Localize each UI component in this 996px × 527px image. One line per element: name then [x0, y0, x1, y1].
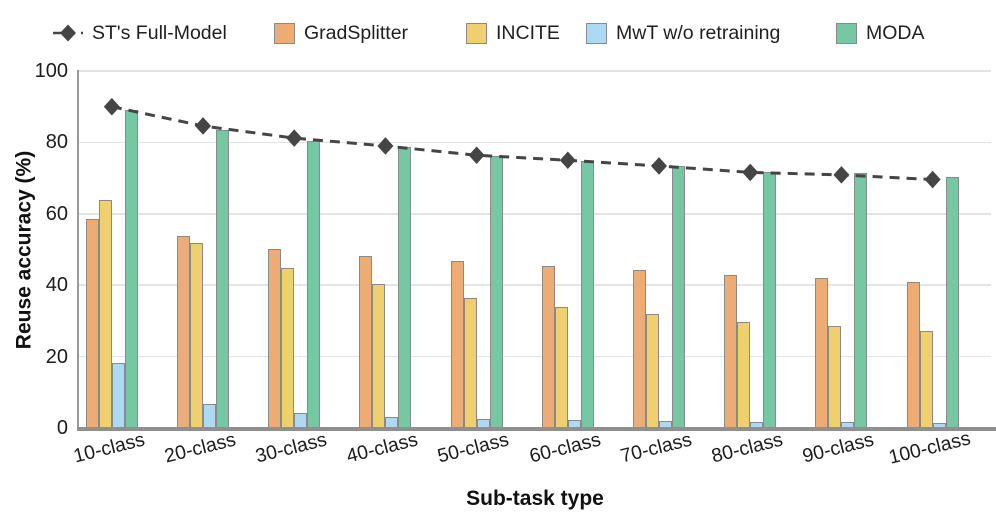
- bar-mwt-w-o-retraining-30-class: [294, 412, 308, 428]
- legend-label: MwT w/o retraining: [616, 21, 781, 44]
- diamond-marker-icon-100-class: [924, 170, 941, 189]
- plot-area: [79, 70, 991, 429]
- diamond-marker-icon-50-class: [468, 146, 485, 165]
- bar-moda-70-class: [672, 166, 686, 428]
- bar-incite-80-class: [737, 321, 751, 428]
- diamond-marker-icon-80-class: [742, 163, 759, 182]
- bar-incite-30-class: [281, 268, 295, 428]
- bar-moda-60-class: [580, 160, 594, 428]
- legend-label: MODA: [866, 21, 925, 44]
- legend-swatch-icon-moda: [836, 22, 857, 44]
- diamond-marker-icon-60-class: [559, 151, 576, 170]
- bar-moda-20-class: [216, 130, 230, 428]
- gridline-40: [79, 284, 991, 286]
- bar-incite-60-class: [554, 306, 568, 428]
- bar-mwt-w-o-retraining-40-class: [385, 416, 399, 428]
- legend-swatch-icon-mwt-w-o-retraining: [586, 22, 607, 44]
- diamond-marker-icon-70-class: [651, 157, 668, 175]
- x-tick-label-text: 100-class: [886, 427, 973, 469]
- diamond-marker-icon-40-class: [377, 137, 394, 155]
- bar-mwt-w-o-retraining-60-class: [567, 420, 581, 428]
- y-tick-label-40: 40: [45, 274, 68, 297]
- y-tick-label-20: 20: [45, 345, 68, 368]
- bar-moda-40-class: [398, 147, 412, 428]
- bar-gradsplitter-30-class: [268, 248, 282, 428]
- bar-moda-50-class: [489, 156, 503, 428]
- y-axis-spine: [76, 70, 79, 430]
- bar-incite-90-class: [828, 326, 842, 428]
- legend-item-moda: MODA: [836, 20, 925, 46]
- bar-incite-100-class: [919, 330, 933, 428]
- y-tick-label-80: 80: [45, 131, 68, 154]
- y-tick-label-60: 60: [45, 202, 68, 225]
- x-tick-label-100-class: 100-class: [855, 427, 996, 469]
- legend-swatch-icon-gradsplitter: [274, 22, 295, 44]
- x-axis-title: Sub-task type: [466, 487, 604, 510]
- diamond-marker-icon-30-class: [286, 129, 303, 147]
- y-tick-label-100: 100: [34, 60, 68, 82]
- bar-mwt-w-o-retraining-10-class: [111, 362, 125, 428]
- diamond-marker-icon-10-class: [103, 97, 120, 116]
- bar-mwt-w-o-retraining-100-class: [932, 422, 946, 428]
- diamond-line-marker-icon: [53, 24, 83, 42]
- bar-mwt-w-o-retraining-20-class: [203, 403, 217, 428]
- bar-moda-10-class: [124, 109, 138, 428]
- y-axis-title: Reuse accuracy (%): [12, 150, 36, 350]
- legend-swatch-icon-incite: [466, 22, 487, 44]
- bar-gradsplitter-10-class: [85, 219, 99, 428]
- diamond-marker-icon-90-class: [833, 166, 850, 184]
- bar-gradsplitter-70-class: [633, 269, 647, 428]
- bar-gradsplitter-40-class: [359, 255, 373, 428]
- bar-gradsplitter-80-class: [724, 274, 738, 428]
- bar-mwt-w-o-retraining-80-class: [750, 421, 764, 428]
- legend-item-mwt-w-o-retraining: MwT w/o retraining: [586, 20, 780, 46]
- legend-label: GradSplitter: [304, 21, 409, 44]
- bar-mwt-w-o-retraining-90-class: [841, 422, 855, 428]
- legend-label: INCITE: [496, 21, 560, 44]
- bar-incite-40-class: [372, 284, 386, 428]
- bar-gradsplitter-100-class: [906, 282, 920, 428]
- diamond-marker-icon-20-class: [195, 117, 212, 135]
- bar-mwt-w-o-retraining-70-class: [659, 420, 673, 428]
- bar-gradsplitter-60-class: [541, 265, 555, 428]
- gridline-60: [79, 213, 991, 215]
- bar-gradsplitter-50-class: [450, 260, 464, 428]
- legend-item-gradsplitter: GradSplitter: [274, 20, 408, 46]
- bar-incite-50-class: [463, 297, 477, 428]
- gridline-100: [79, 70, 991, 72]
- bar-incite-70-class: [646, 314, 660, 428]
- bar-moda-30-class: [307, 141, 321, 428]
- gridline-20: [79, 355, 991, 358]
- bar-incite-10-class: [98, 199, 112, 428]
- bar-gradsplitter-90-class: [815, 278, 829, 428]
- bar-incite-20-class: [190, 243, 204, 428]
- legend-label: ST's Full-Model: [92, 21, 227, 44]
- bar-gradsplitter-20-class: [177, 235, 191, 428]
- x-axis-spine: [76, 427, 996, 431]
- bar-moda-90-class: [854, 173, 868, 428]
- bar-mwt-w-o-retraining-50-class: [476, 419, 490, 428]
- legend-item-st-s-full-model: ST's Full-Model: [53, 20, 227, 46]
- bar-moda-100-class: [945, 177, 959, 428]
- legend-item-incite: INCITE: [466, 20, 560, 46]
- bar-moda-80-class: [763, 171, 777, 428]
- y-tick-label-0: 0: [56, 417, 68, 439]
